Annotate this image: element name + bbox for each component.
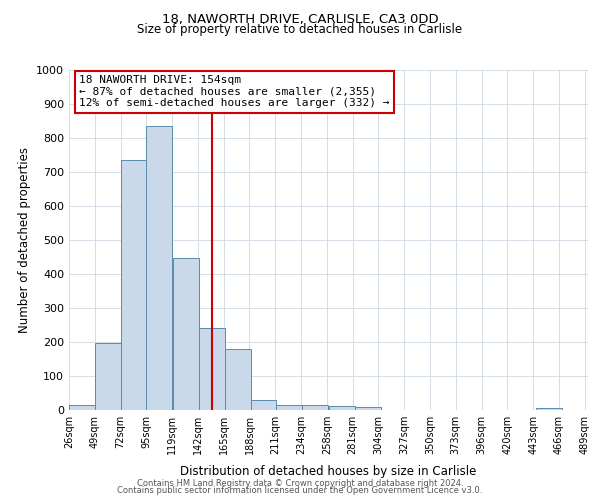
Bar xyxy=(199,328,225,410)
Y-axis label: Number of detached properties: Number of detached properties xyxy=(17,147,31,333)
Bar xyxy=(251,400,277,410)
Bar xyxy=(69,405,95,410)
Bar xyxy=(536,408,562,410)
Text: Size of property relative to detached houses in Carlisle: Size of property relative to detached ho… xyxy=(137,24,463,36)
Text: 18 NAWORTH DRIVE: 154sqm
← 87% of detached houses are smaller (2,355)
12% of sem: 18 NAWORTH DRIVE: 154sqm ← 87% of detach… xyxy=(79,75,390,108)
Text: Contains HM Land Registry data © Crown copyright and database right 2024.: Contains HM Land Registry data © Crown c… xyxy=(137,478,463,488)
Text: Contains public sector information licensed under the Open Government Licence v3: Contains public sector information licen… xyxy=(118,486,482,495)
Bar xyxy=(277,405,302,410)
Bar xyxy=(355,406,380,410)
X-axis label: Distribution of detached houses by size in Carlisle: Distribution of detached houses by size … xyxy=(181,466,476,478)
Bar xyxy=(95,343,121,410)
Bar xyxy=(329,406,355,410)
Text: 18, NAWORTH DRIVE, CARLISLE, CA3 0DD: 18, NAWORTH DRIVE, CARLISLE, CA3 0DD xyxy=(161,12,439,26)
Bar xyxy=(173,258,199,410)
Bar xyxy=(146,126,172,410)
Bar xyxy=(302,405,328,410)
Bar xyxy=(225,350,251,410)
Bar xyxy=(121,160,146,410)
